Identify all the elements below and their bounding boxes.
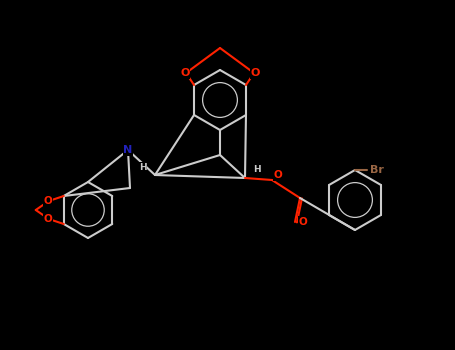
Text: H: H — [253, 166, 261, 175]
Text: O: O — [298, 217, 308, 227]
Text: O: O — [273, 170, 283, 180]
Text: O: O — [250, 68, 260, 78]
Text: H: H — [139, 162, 147, 172]
Text: O: O — [43, 196, 52, 206]
Text: O: O — [180, 68, 190, 78]
Text: Br: Br — [370, 165, 384, 175]
Text: O: O — [43, 214, 52, 224]
Text: N: N — [123, 145, 132, 155]
